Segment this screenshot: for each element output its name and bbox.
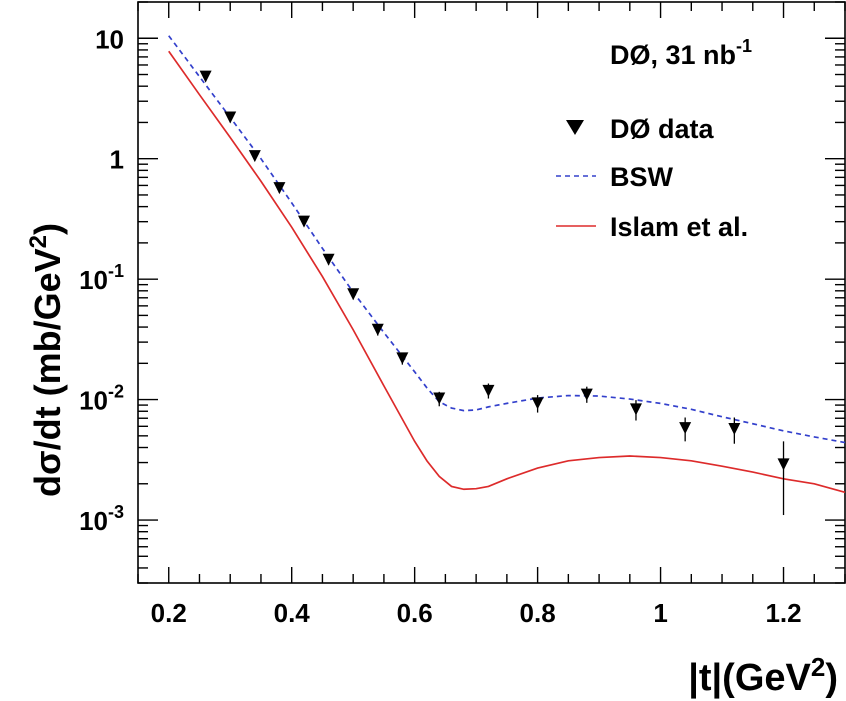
x-tick-label: 0.8 bbox=[520, 598, 556, 628]
x-tick-label: 0.4 bbox=[274, 598, 311, 628]
data-points bbox=[199, 70, 790, 516]
data-point bbox=[482, 384, 495, 397]
tick-labels: 0.2 0.4 0.6 0.8 1 1.2 10 1 10-1 10-2 10-3 bbox=[79, 24, 802, 628]
legend-marker-data bbox=[566, 120, 584, 135]
legend-label-islam: Islam et al. bbox=[610, 212, 748, 242]
x-tick-label: 0.6 bbox=[397, 598, 433, 628]
x-tick-label: 1.2 bbox=[765, 598, 801, 628]
axes-frame bbox=[137, 1, 846, 584]
data-point bbox=[273, 182, 286, 195]
y-tick-label: 1 bbox=[110, 145, 124, 175]
x-tick-label: 0.2 bbox=[151, 598, 187, 628]
data-point bbox=[777, 458, 790, 471]
y-tick-label: 10-2 bbox=[79, 382, 124, 416]
data-point bbox=[580, 388, 593, 401]
data-point bbox=[679, 422, 692, 435]
data-point bbox=[433, 392, 446, 405]
y-tick-label: 10-1 bbox=[79, 261, 124, 295]
data-point bbox=[371, 323, 384, 336]
data-point bbox=[396, 352, 409, 365]
data-point bbox=[629, 403, 642, 416]
x-axis-title: |t|(GeV2) bbox=[688, 652, 838, 699]
data-point bbox=[347, 288, 360, 301]
curves bbox=[168, 35, 846, 494]
data-point bbox=[248, 150, 261, 163]
legend-label-bsw: BSW bbox=[610, 162, 674, 192]
data-point bbox=[297, 215, 310, 228]
experiment-annotation: DØ, 31 nb-1 bbox=[610, 36, 752, 70]
legend-label-data: DØ data bbox=[610, 114, 715, 144]
x-tick-label: 1 bbox=[653, 598, 667, 628]
axis-ticks bbox=[137, 1, 846, 584]
data-point bbox=[199, 70, 212, 83]
y-axis-title: dσ/dt (mb/GeV2) bbox=[25, 223, 68, 497]
data-point bbox=[224, 111, 237, 124]
plot-frame bbox=[137, 1, 846, 584]
data-point bbox=[531, 397, 544, 410]
curve-islam-et-al bbox=[168, 50, 846, 494]
y-tick-label: 10 bbox=[95, 24, 124, 54]
legend: DØ data BSW Islam et al. bbox=[556, 114, 748, 242]
data-point bbox=[728, 422, 741, 435]
data-point bbox=[322, 253, 335, 266]
y-tick-label: 10-3 bbox=[79, 502, 124, 536]
